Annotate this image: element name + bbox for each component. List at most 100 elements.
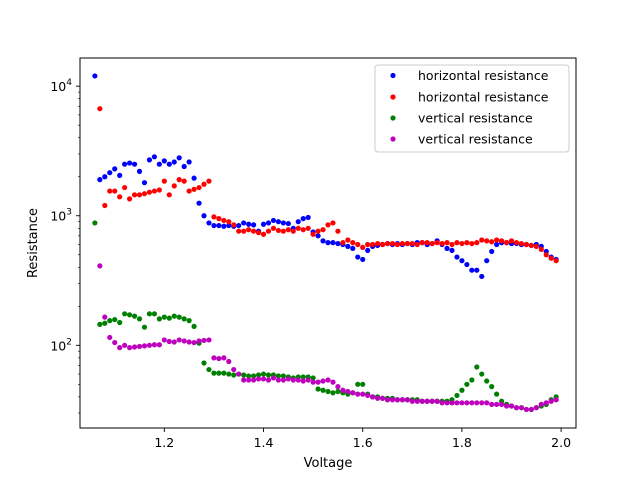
data-point-s2-93 bbox=[553, 258, 559, 264]
data-point-s4-41 bbox=[295, 377, 301, 383]
data-point-s4-42 bbox=[300, 378, 306, 384]
data-point-s4-78 bbox=[479, 400, 485, 406]
data-point-s3-82 bbox=[494, 391, 500, 397]
data-point-s2-83 bbox=[503, 240, 510, 246]
data-point-s2-11 bbox=[146, 189, 153, 195]
data-point-s1-39 bbox=[280, 220, 286, 226]
data-point-s4-19 bbox=[186, 339, 192, 345]
data-point-s3-15 bbox=[161, 314, 167, 320]
data-point-s2-40 bbox=[290, 228, 296, 234]
data-point-s2-22 bbox=[201, 181, 207, 187]
data-point-s1-30 bbox=[236, 222, 242, 229]
data-point-s2-47 bbox=[325, 222, 331, 228]
data-point-s1-2 bbox=[97, 177, 103, 183]
data-point-s4-69 bbox=[434, 398, 440, 404]
data-point-s3-39 bbox=[280, 373, 286, 379]
data-point-s1-50 bbox=[335, 240, 341, 247]
data-point-s2-27 bbox=[226, 219, 232, 225]
data-point-s2-73 bbox=[454, 240, 460, 246]
data-point-s1-25 bbox=[211, 222, 217, 229]
data-point-s1-18 bbox=[176, 155, 182, 161]
data-point-s2-68 bbox=[429, 240, 435, 247]
data-point-s2-51 bbox=[345, 237, 351, 243]
data-point-s4-52 bbox=[350, 390, 356, 396]
data-point-s2-14 bbox=[161, 178, 167, 184]
data-point-s2-81 bbox=[494, 237, 500, 243]
data-point-s4-30 bbox=[241, 377, 247, 383]
data-point-s2-21 bbox=[196, 184, 202, 191]
data-point-s4-21 bbox=[196, 338, 202, 344]
data-point-s4-79 bbox=[484, 400, 490, 406]
data-point-s2-84 bbox=[508, 238, 515, 244]
data-point-s3-50 bbox=[335, 388, 341, 395]
data-point-s4-31 bbox=[246, 377, 252, 383]
data-point-s4-23 bbox=[206, 337, 212, 343]
data-point-s1-27 bbox=[221, 223, 227, 229]
data-point-s2-15 bbox=[166, 192, 172, 198]
data-point-s1-81 bbox=[489, 248, 495, 255]
data-point-s4-40 bbox=[290, 377, 296, 383]
y-tick-label-2: 103 bbox=[50, 208, 72, 224]
data-point-s4-67 bbox=[424, 398, 430, 404]
data-point-s4-18 bbox=[181, 338, 187, 344]
data-point-s1-48 bbox=[325, 240, 331, 246]
data-point-s3-77 bbox=[469, 377, 475, 383]
data-point-s4-2 bbox=[102, 314, 108, 320]
data-point-s3-4 bbox=[107, 318, 113, 324]
data-point-s4-3 bbox=[107, 334, 113, 341]
data-point-s1-9 bbox=[131, 161, 138, 167]
data-point-s2-13 bbox=[156, 187, 162, 193]
data-point-s3-8 bbox=[127, 312, 133, 318]
data-point-s4-74 bbox=[459, 400, 465, 406]
data-point-s4-53 bbox=[355, 391, 361, 397]
data-point-s1-75 bbox=[459, 258, 465, 264]
data-point-s2-75 bbox=[464, 240, 470, 246]
data-point-s3-20 bbox=[186, 318, 192, 324]
data-point-s3-76 bbox=[464, 381, 470, 387]
data-point-s3-13 bbox=[151, 311, 157, 317]
data-point-s4-32 bbox=[251, 377, 257, 383]
data-point-s3-74 bbox=[454, 392, 460, 399]
data-point-s1-44 bbox=[305, 214, 311, 221]
data-point-s3-10 bbox=[136, 316, 143, 322]
data-point-s3-1 bbox=[92, 220, 98, 226]
data-point-s4-13 bbox=[156, 342, 162, 348]
data-point-s3-12 bbox=[146, 311, 153, 317]
data-point-s4-92 bbox=[548, 398, 554, 404]
data-point-s2-58 bbox=[379, 241, 386, 248]
data-point-s2-9 bbox=[136, 192, 143, 198]
data-point-s3-34 bbox=[255, 372, 262, 378]
data-point-s1-14 bbox=[156, 161, 162, 167]
data-point-s2-19 bbox=[186, 188, 192, 194]
data-point-s2-70 bbox=[439, 240, 445, 247]
data-point-s4-35 bbox=[265, 377, 272, 383]
data-point-s4-43 bbox=[305, 377, 311, 383]
data-point-s4-48 bbox=[330, 379, 336, 385]
data-point-s2-30 bbox=[241, 228, 247, 234]
data-point-s2-33 bbox=[255, 230, 262, 236]
legend-label-4: vertical resistance bbox=[418, 132, 533, 147]
data-point-s1-46 bbox=[315, 233, 321, 239]
data-point-s1-43 bbox=[300, 216, 306, 222]
data-point-s1-28 bbox=[226, 222, 232, 229]
data-point-s2-31 bbox=[246, 227, 252, 233]
data-point-s1-35 bbox=[260, 221, 267, 227]
data-point-s4-22 bbox=[201, 337, 207, 344]
data-point-s1-15 bbox=[161, 158, 167, 164]
data-point-s4-9 bbox=[136, 343, 143, 350]
data-point-s1-32 bbox=[246, 221, 252, 227]
data-point-s2-54 bbox=[360, 244, 366, 250]
data-point-s4-87 bbox=[523, 406, 530, 413]
data-point-s2-24 bbox=[211, 214, 217, 220]
data-point-s2-29 bbox=[236, 228, 242, 234]
data-point-s3-21 bbox=[191, 323, 197, 329]
data-point-s4-4 bbox=[112, 339, 118, 346]
data-point-s4-89 bbox=[533, 405, 539, 411]
data-point-s2-36 bbox=[270, 225, 277, 231]
data-point-s4-15 bbox=[166, 338, 172, 345]
data-point-s2-78 bbox=[479, 237, 485, 243]
data-point-s4-76 bbox=[469, 400, 475, 406]
data-point-s2-63 bbox=[404, 240, 410, 247]
data-point-s2-4 bbox=[112, 188, 118, 194]
data-point-s1-8 bbox=[127, 160, 133, 166]
